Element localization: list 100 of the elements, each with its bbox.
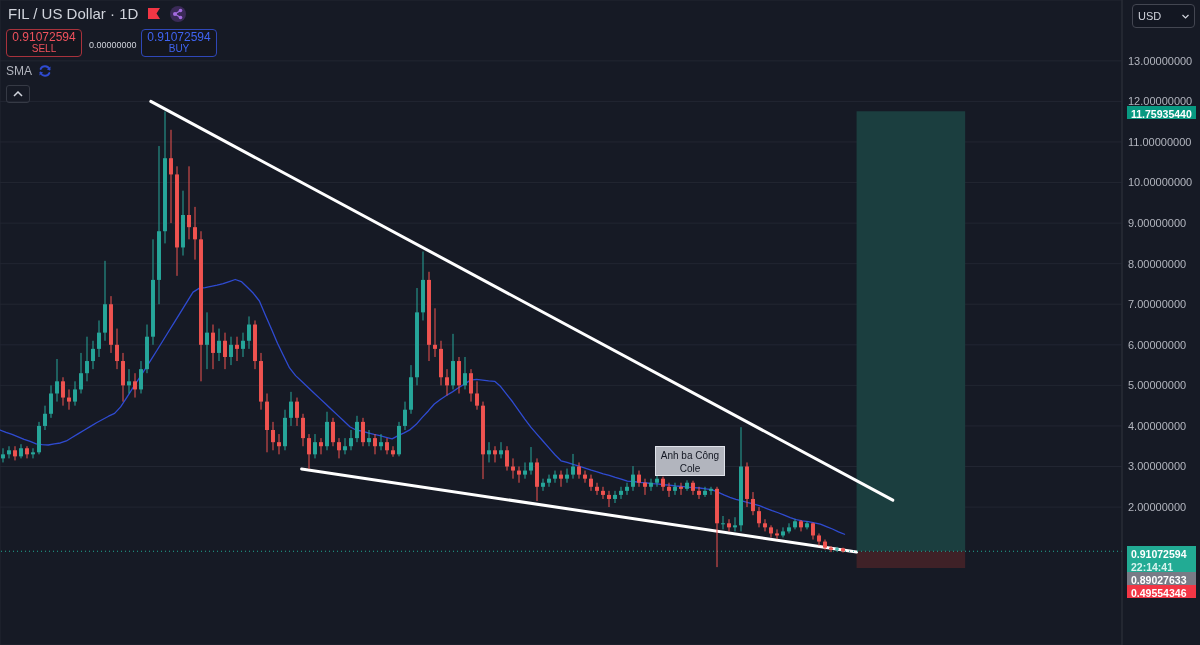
- candlestick: [217, 328, 221, 362]
- annotation: 0.91072594: [12, 30, 76, 44]
- candlestick: [1, 447, 5, 463]
- candlestick: [469, 368, 473, 403]
- candlestick: [637, 470, 641, 488]
- currency-dropdown: USD: [1132, 4, 1195, 28]
- candlestick: [565, 468, 569, 484]
- candlestick: [277, 433, 281, 455]
- candlestick: [211, 324, 215, 370]
- candlestick: [727, 518, 731, 532]
- candlestick: [511, 457, 515, 480]
- candlestick: [577, 461, 581, 480]
- y-tick-label: 9.00000000: [1128, 217, 1187, 230]
- candlestick: [331, 417, 335, 447]
- candlestick: [541, 478, 545, 492]
- candlestick: [523, 461, 527, 480]
- candlestick: [655, 474, 659, 488]
- candlestick: [85, 336, 89, 382]
- candlestick: [271, 421, 275, 451]
- candlestick: [517, 466, 521, 484]
- candlestick: [247, 315, 251, 350]
- candlestick: [613, 490, 617, 504]
- candlestick: [643, 478, 647, 496]
- y-tick-label: 4.00000000: [1128, 419, 1187, 432]
- candlestick: [679, 482, 683, 496]
- candlestick: [529, 446, 533, 476]
- sell-button: 0.91072594 SELL: [6, 29, 82, 57]
- candlestick: [589, 474, 593, 492]
- text: 0.49554346: [1131, 587, 1187, 600]
- candlestick: [139, 360, 143, 394]
- candlestick: [445, 368, 449, 397]
- candlestick: [127, 368, 131, 394]
- y-tick-label: 6.00000000: [1128, 338, 1187, 351]
- candlestick: [385, 437, 389, 455]
- candlestick: [73, 380, 77, 407]
- candlestick: [553, 470, 557, 484]
- candlestick: [625, 482, 629, 496]
- annotation: 0.00000000: [89, 40, 137, 50]
- y-tick-label: 5.00000000: [1128, 379, 1187, 392]
- candlestick: [349, 429, 353, 451]
- candlestick: [373, 433, 377, 455]
- candlestick: [67, 388, 71, 411]
- candlestick: [721, 515, 725, 530]
- candlestick: [709, 486, 713, 496]
- candlestick: [379, 433, 383, 451]
- candlestick: [493, 445, 497, 463]
- annotation: 0.91072594: [147, 30, 211, 44]
- text: 11.75935440: [1131, 108, 1192, 121]
- candlestick: [487, 441, 491, 463]
- y-tick-label: 11.00000000: [1128, 135, 1192, 148]
- text: 22:14:41: [1131, 561, 1174, 574]
- candlestick: [343, 437, 347, 455]
- candlestick: [475, 380, 479, 411]
- y-tick-label: 10.00000000: [1128, 176, 1193, 189]
- candlestick: [319, 437, 323, 455]
- candlestick: [673, 482, 677, 496]
- annotation: Anh ba Công Cole: [660, 450, 720, 474]
- annotation: SELL: [31, 43, 57, 55]
- candlestick: [787, 522, 791, 534]
- y-tick-label: 3.00000000: [1128, 460, 1187, 473]
- candlestick: [391, 445, 395, 458]
- candlestick: [463, 356, 467, 390]
- candlestick: [499, 441, 503, 459]
- candlestick: [223, 332, 227, 370]
- candlestick: [43, 405, 47, 431]
- candlestick: [571, 453, 575, 480]
- candlestick: [55, 358, 59, 403]
- candlestick: [367, 429, 371, 447]
- candlestick: [241, 332, 245, 358]
- candlestick: [193, 206, 197, 261]
- candlestick: [355, 415, 359, 443]
- ref-line-label: 0.91072594: [1131, 548, 1187, 561]
- candlestick: [295, 397, 299, 427]
- candlestick: [61, 376, 65, 407]
- candlestick: [607, 490, 611, 508]
- chart-title: FIL / US Dollar · 1D: [8, 5, 139, 22]
- candlestick: [25, 445, 29, 459]
- candlestick: [505, 445, 509, 472]
- candlestick: [829, 545, 833, 553]
- candlestick: [781, 526, 785, 538]
- annotation: BUY: [168, 43, 190, 55]
- candlestick: [313, 433, 317, 459]
- candlestick: [169, 129, 173, 224]
- candlestick: [763, 518, 767, 532]
- candlestick: [751, 491, 755, 516]
- candlestick: [13, 445, 17, 461]
- candlestick: [289, 391, 293, 427]
- candlestick: [97, 319, 101, 358]
- candlestick: [7, 445, 11, 459]
- y-tick-label: 8.00000000: [1128, 257, 1187, 270]
- candlestick: [403, 401, 407, 431]
- candlestick: [685, 479, 689, 492]
- y-tick-label: 13.00000000: [1128, 54, 1193, 67]
- candlestick: [547, 474, 551, 488]
- candlestick: [79, 352, 83, 394]
- candlestick: [229, 336, 233, 366]
- candlestick: [583, 470, 587, 484]
- candlestick: [619, 486, 623, 500]
- text: 0.89027633: [1131, 574, 1187, 587]
- candlestick: [559, 470, 563, 488]
